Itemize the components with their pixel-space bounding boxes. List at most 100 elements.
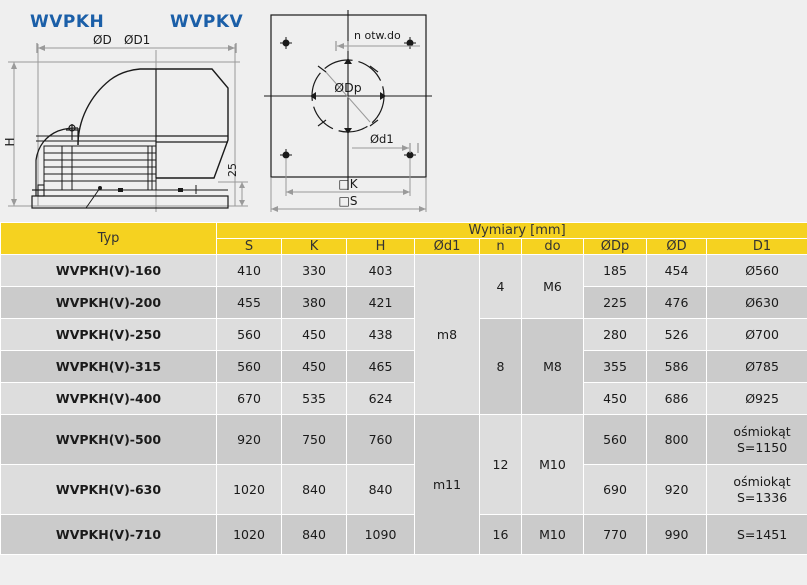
cell-od: 526 — [646, 318, 707, 351]
cell-k: 750 — [281, 414, 347, 465]
cell-od: 586 — [646, 350, 707, 383]
cell-odp: 225 — [583, 286, 647, 319]
dim-label-od1-small: Ød1 — [370, 132, 394, 146]
cell-s: 1020 — [216, 514, 282, 555]
dim-label-k: □K — [338, 177, 358, 191]
cell-odp: 450 — [583, 382, 647, 415]
cell-n-group: 8 — [479, 318, 522, 415]
cell-d1: ośmiokąt S=1150 — [705, 414, 807, 465]
table-head: Typ Wymiary [mm] S K H Ød1 n do ØDp ØD D… — [0, 222, 807, 255]
cell-odp: 355 — [583, 350, 647, 383]
cell-do: M10 — [521, 514, 584, 555]
cell-h: 465 — [346, 350, 415, 383]
cell-h: 1090 — [346, 514, 415, 555]
dim-label-s: □S — [339, 194, 358, 208]
cell-s: 410 — [216, 254, 282, 287]
header-col-od: ØD — [646, 238, 707, 255]
cell-h: 840 — [346, 464, 415, 515]
cell-typ: WVPKH(V)-710 — [0, 514, 217, 555]
cell-d1-line2: S=1336 — [736, 489, 788, 505]
cell-do-group: M6 — [521, 254, 584, 319]
cell-odp: 770 — [583, 514, 647, 555]
cell-k: 450 — [281, 350, 347, 383]
cell-k: 450 — [281, 318, 347, 351]
cell-odp: 560 — [583, 414, 647, 465]
dimensions-table: Typ Wymiary [mm] S K H Ød1 n do ØDp ØD D… — [0, 222, 807, 555]
cell-d1: S=1451 — [705, 514, 807, 555]
cell-d1-line2: S=1150 — [736, 439, 788, 455]
header-col-h: H — [346, 238, 415, 255]
table-body: WVPKH(V)-160 410 330 403 m8 4 M6 185 454… — [0, 254, 807, 555]
cell-od: 800 — [646, 414, 707, 465]
cell-odp: 185 — [583, 254, 647, 287]
cell-do-group: M10 — [521, 414, 584, 515]
cell-h: 421 — [346, 286, 415, 319]
cell-k: 330 — [281, 254, 347, 287]
dim-label-odp: ØDp — [334, 80, 361, 95]
cell-s: 560 — [216, 350, 282, 383]
cell-typ: WVPKH(V)-630 — [0, 464, 217, 515]
table-row: WVPKH(V)-315 560 450 465 355 586 Ø785 — [0, 350, 807, 383]
cell-od: 920 — [646, 464, 707, 515]
cell-typ: WVPKH(V)-200 — [0, 286, 217, 319]
cell-h: 624 — [346, 382, 415, 415]
dim-label-h: H — [3, 137, 17, 146]
header-col-n: n — [479, 238, 522, 255]
cell-od1-group: m8 — [414, 254, 480, 415]
cell-h: 438 — [346, 318, 415, 351]
cell-k: 840 — [281, 464, 347, 515]
cell-odp: 690 — [583, 464, 647, 515]
cell-typ: WVPKH(V)-315 — [0, 350, 217, 383]
header-wymiary: Wymiary [mm] — [215, 222, 807, 239]
cell-d1: Ø630 — [705, 286, 807, 319]
cell-s: 455 — [216, 286, 282, 319]
cell-k: 535 — [281, 382, 347, 415]
cell-d1: Ø925 — [705, 382, 807, 415]
cell-d1-line1: ośmiokąt — [733, 423, 791, 439]
table-row: WVPKH(V)-630 1020 840 840 690 920 ośmiok… — [0, 464, 807, 515]
header-col-do: do — [521, 238, 584, 255]
cell-s: 560 — [216, 318, 282, 351]
table-row: WVPKH(V)-710 1020 840 1090 16 M10 770 99… — [0, 514, 807, 555]
cell-n-group: 12 — [479, 414, 522, 515]
table-row: WVPKH(V)-200 455 380 421 225 476 Ø630 — [0, 286, 807, 319]
dim-label-n-otw-do: n otw.do — [354, 29, 401, 42]
table-row: WVPKH(V)-250 560 450 438 8 M8 280 526 Ø7… — [0, 318, 807, 415]
cell-k: 380 — [281, 286, 347, 319]
cell-s: 670 — [216, 382, 282, 415]
cell-od1-group: m11 — [414, 414, 480, 555]
cell-h: 403 — [346, 254, 415, 287]
table-head-row-group: Typ Wymiary [mm] — [0, 222, 807, 255]
cell-n-group: 4 — [479, 254, 522, 319]
header-col-odp: ØDp — [583, 238, 647, 255]
label-wvpkh: WVPKH — [30, 12, 105, 32]
cell-odp: 280 — [583, 318, 647, 351]
header-typ: Typ — [0, 222, 217, 255]
cell-d1: Ø700 — [705, 318, 807, 351]
table-row: WVPKH(V)-400 670 535 624 450 686 Ø925 — [0, 382, 807, 415]
header-col-s: S — [216, 238, 282, 255]
cell-od: 990 — [646, 514, 707, 555]
technical-drawings-area: WVPKH WVPKV — [0, 0, 807, 222]
table-row: WVPKH(V)-500 920 750 760 m11 12 M10 560 … — [0, 414, 807, 555]
drawing-svg: ØD ØD1 H 25 n otw.do ØDp Ød1 □K □S — [3, 10, 432, 212]
cell-k: 840 — [281, 514, 347, 555]
dim-label-25: 25 — [226, 163, 239, 177]
cell-n: 16 — [479, 514, 522, 555]
cell-typ: WVPKH(V)-500 — [0, 414, 217, 465]
cell-s: 920 — [216, 414, 282, 465]
cell-od: 454 — [646, 254, 707, 287]
label-wvpkv: WVPKV — [170, 12, 244, 32]
table-row: WVPKH(V)-160 410 330 403 m8 4 M6 185 454… — [0, 254, 807, 415]
cell-typ: WVPKH(V)-250 — [0, 318, 217, 351]
cell-h: 760 — [346, 414, 415, 465]
header-col-k: K — [281, 238, 347, 255]
cell-do-group: M8 — [521, 318, 584, 415]
header-col-d1: D1 — [705, 238, 807, 255]
cell-od: 686 — [646, 382, 707, 415]
cell-d1: Ø560 — [705, 254, 807, 287]
cell-d1: ośmiokąt S=1336 — [705, 464, 807, 515]
dim-label-od1: ØD1 — [124, 33, 150, 47]
header-col-od1: Ød1 — [414, 238, 480, 255]
